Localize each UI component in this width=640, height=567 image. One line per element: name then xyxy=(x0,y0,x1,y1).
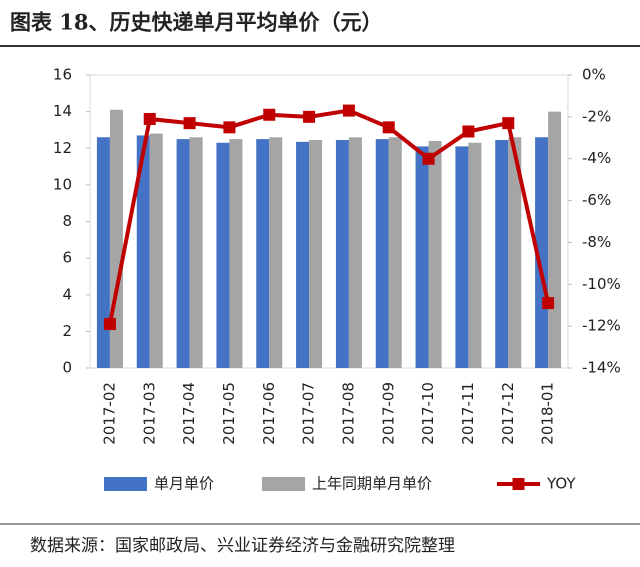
x-tick-label: 2017-07 xyxy=(300,382,318,445)
legend-label: YOY xyxy=(546,475,576,493)
bar xyxy=(348,137,362,368)
y2-tick-label: 0% xyxy=(582,66,606,84)
legend-swatch xyxy=(104,477,147,491)
x-tick-label: 2018-01 xyxy=(539,382,557,445)
chart-title: 图表 18、历史快递单月平均单价（元） xyxy=(10,10,383,35)
bar xyxy=(468,142,482,368)
y2-tick-label: -10% xyxy=(582,275,621,293)
y2-tick-label: -14% xyxy=(582,359,621,377)
bar xyxy=(415,146,429,368)
x-tick-label: 2017-09 xyxy=(379,382,397,445)
legend-swatch xyxy=(262,477,305,491)
bar xyxy=(229,139,243,368)
x-tick-label: 2017-11 xyxy=(459,382,477,445)
line-marker xyxy=(462,125,475,138)
bar xyxy=(149,133,163,368)
y-tick-label: 0 xyxy=(62,359,72,377)
bar xyxy=(296,141,310,368)
y-tick-label: 4 xyxy=(62,285,72,303)
bar xyxy=(269,137,283,368)
y-tick-label: 16 xyxy=(53,66,72,84)
y2-tick-label: -12% xyxy=(582,317,621,335)
line-marker xyxy=(422,152,435,165)
bar xyxy=(96,137,110,368)
bar xyxy=(256,139,270,368)
line-marker xyxy=(303,110,316,123)
bar xyxy=(309,140,323,368)
legend-label: 单月单价 xyxy=(154,475,214,493)
y2-tick-label: -4% xyxy=(582,149,611,167)
x-tick-label: 2017-05 xyxy=(220,382,238,445)
x-tick-label: 2017-03 xyxy=(140,382,158,445)
line-marker xyxy=(103,318,116,331)
x-tick-label: 2017-10 xyxy=(419,382,437,445)
bar xyxy=(216,142,230,368)
y2-tick-label: -6% xyxy=(582,191,611,209)
bar xyxy=(508,137,522,368)
x-tick-label: 2017-02 xyxy=(100,382,118,445)
x-tick-label: 2017-08 xyxy=(339,382,357,445)
bar xyxy=(495,140,509,368)
y2-tick-label: -8% xyxy=(582,233,611,251)
bar xyxy=(136,135,150,368)
line-marker xyxy=(382,121,395,134)
line-marker xyxy=(342,104,355,117)
y-tick-label: 12 xyxy=(53,139,72,157)
x-tick-label: 2017-06 xyxy=(260,382,278,445)
legend-label: 上年同期单月单价 xyxy=(312,475,432,493)
bar xyxy=(428,140,442,368)
bar xyxy=(548,111,562,368)
bar xyxy=(455,146,469,368)
x-tick-label: 2017-12 xyxy=(499,382,517,445)
bar xyxy=(388,137,402,368)
line-marker xyxy=(542,297,555,310)
line-marker xyxy=(502,117,515,130)
y-tick-label: 14 xyxy=(53,102,72,120)
y-tick-label: 6 xyxy=(62,249,72,267)
y-tick-label: 8 xyxy=(62,212,72,230)
bar xyxy=(176,139,190,368)
line-marker xyxy=(263,108,276,121)
bar xyxy=(189,137,203,368)
y-tick-label: 10 xyxy=(53,175,72,193)
bar xyxy=(375,139,389,368)
bar xyxy=(535,137,549,368)
line-marker xyxy=(143,112,156,125)
y-tick-label: 2 xyxy=(62,322,72,340)
y2-tick-label: -2% xyxy=(582,107,611,125)
source-note: 数据来源：国家邮政局、兴业证券经济与金融研究院整理 xyxy=(30,536,455,556)
bar xyxy=(335,140,349,368)
x-tick-label: 2017-04 xyxy=(180,382,198,445)
legend-marker xyxy=(512,478,525,490)
line-marker xyxy=(223,121,236,134)
line xyxy=(107,108,551,325)
line-marker xyxy=(183,117,196,130)
